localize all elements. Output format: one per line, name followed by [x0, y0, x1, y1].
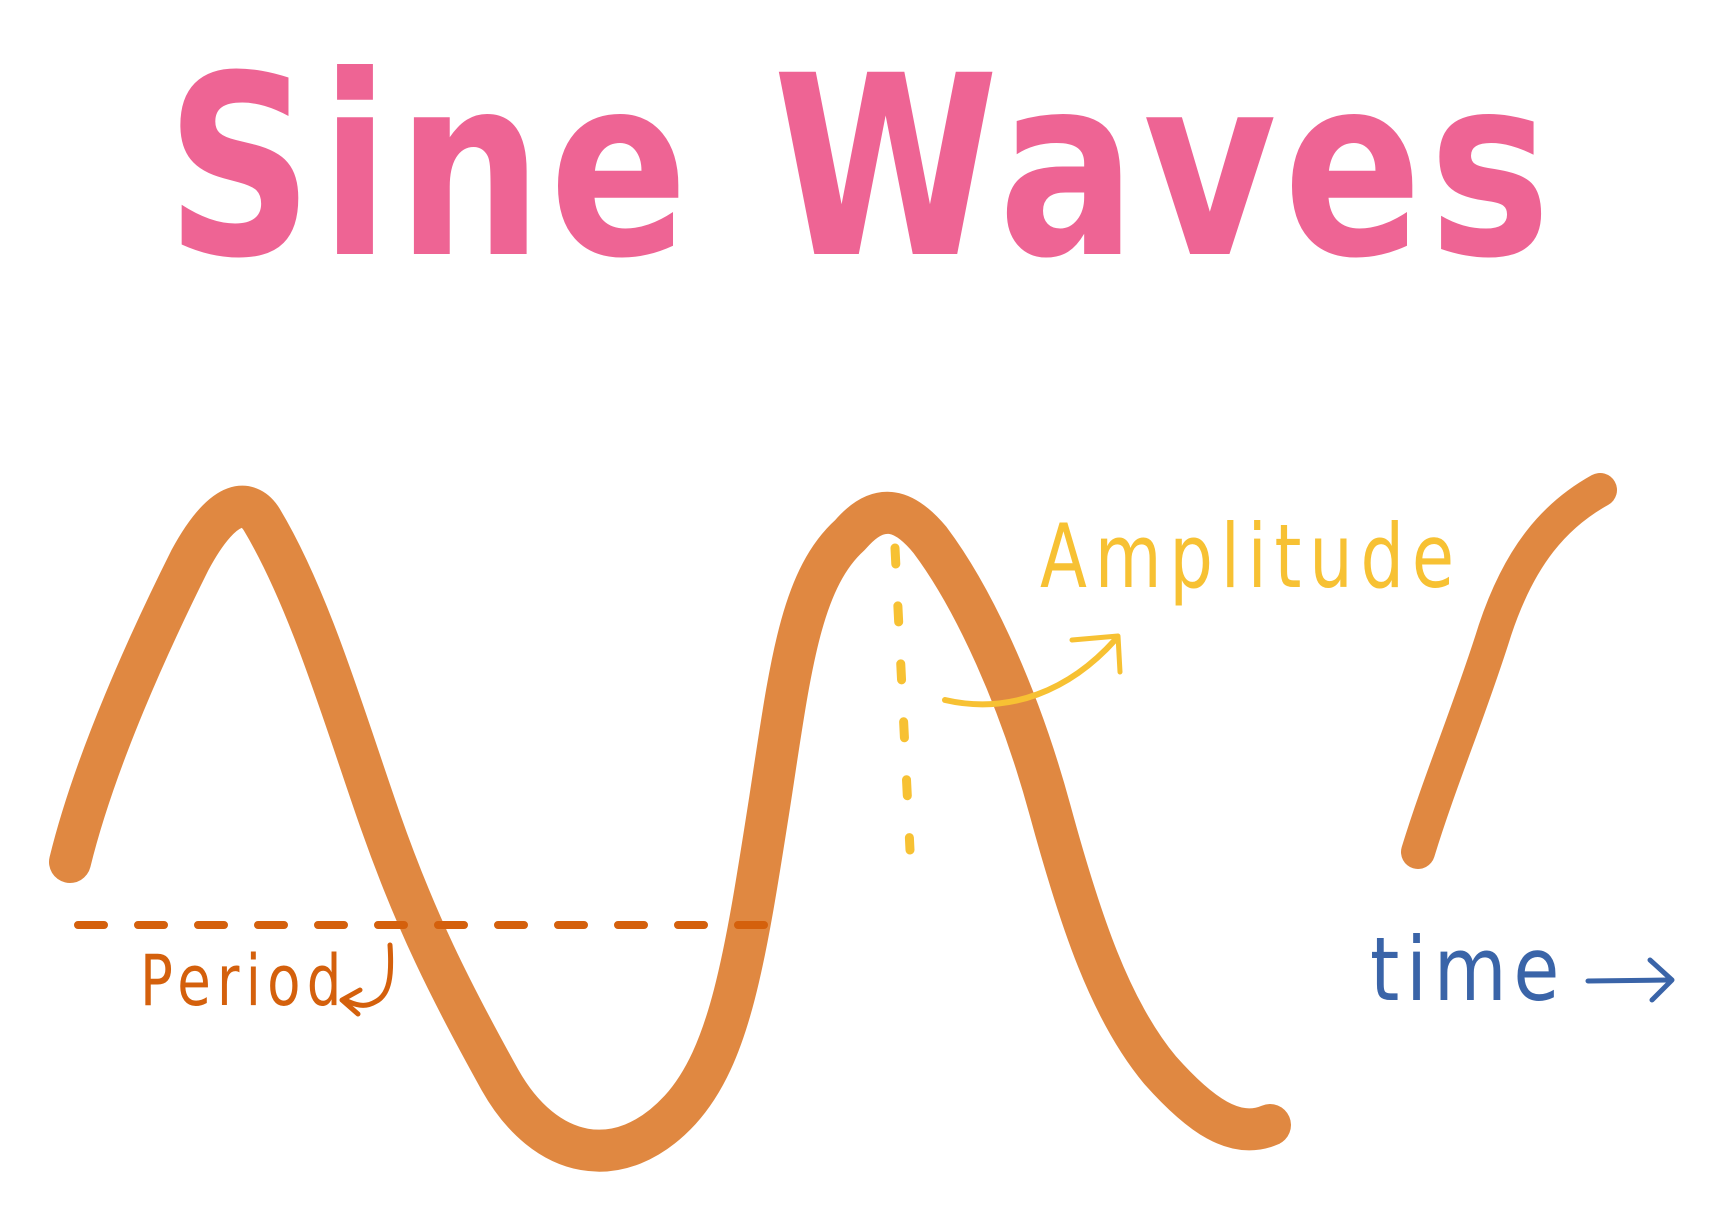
amplitude-dotted-line [890, 543, 915, 855]
sine-wave-curve [49, 485, 1291, 1172]
diagram-title: Sine Waves [165, 22, 1558, 313]
sine-wave-continuation [1401, 473, 1617, 869]
time-label: time [1370, 918, 1567, 1021]
period-label: Period [140, 940, 348, 1022]
period-arrowhead-icon [339, 987, 363, 1017]
amplitude-arrow-icon [942, 637, 1118, 708]
amplitude-label: Amplitude [1040, 505, 1462, 608]
time-arrow-line [1585, 977, 1671, 984]
period-arrow-icon [342, 942, 394, 1008]
amplitude-arrowhead-icon [1069, 633, 1123, 675]
time-arrowhead-icon [1647, 957, 1675, 1003]
